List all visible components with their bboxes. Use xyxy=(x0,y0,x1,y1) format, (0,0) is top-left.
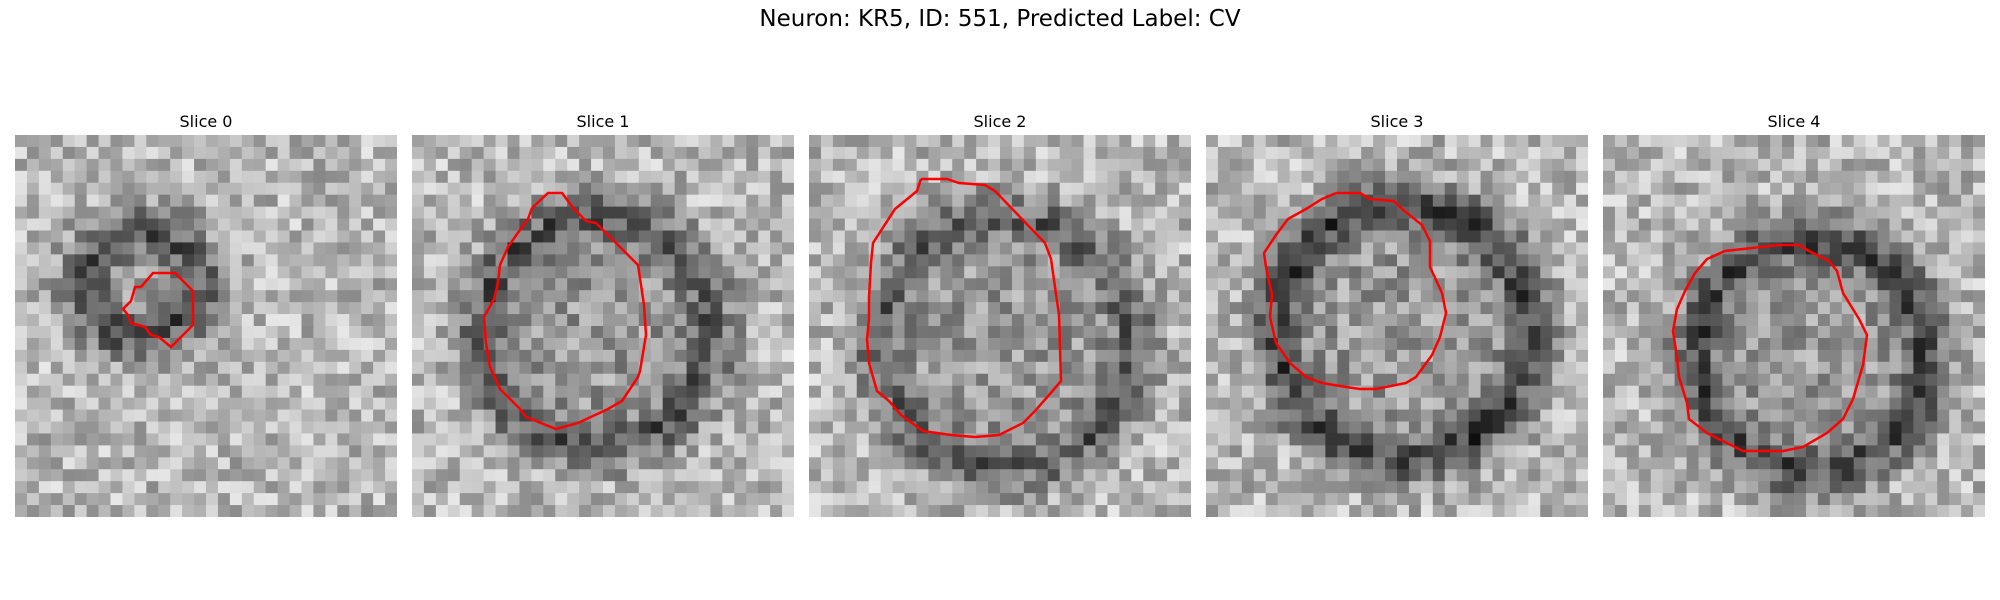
roi-outline-4 xyxy=(1671,243,1869,453)
figure-title: Neuron: KR5, ID: 551, Predicted Label: C… xyxy=(759,6,1241,32)
slice-image-3 xyxy=(1206,135,1588,517)
slice-title-4: Slice 4 xyxy=(1767,112,1821,131)
slice-panel-0: Slice 0 xyxy=(15,110,397,517)
slice-panel-2: Slice 2 xyxy=(809,110,1191,517)
roi-outline-2 xyxy=(865,177,1063,439)
grayscale-pixels-0 xyxy=(15,135,397,517)
slice-panel-4: Slice 4 xyxy=(1603,110,1985,517)
slice-panel-1: Slice 1 xyxy=(412,110,794,517)
grayscale-pixels-1 xyxy=(412,135,794,517)
roi-outline-3 xyxy=(1262,191,1448,391)
slice-title-1: Slice 1 xyxy=(576,112,630,131)
grayscale-pixels-4 xyxy=(1603,135,1985,517)
grayscale-pixels-3 xyxy=(1206,135,1588,517)
slice-panel-3: Slice 3 xyxy=(1206,110,1588,517)
slice-image-1 xyxy=(412,135,794,517)
slice-title-3: Slice 3 xyxy=(1370,112,1424,131)
slice-image-2 xyxy=(809,135,1191,517)
roi-outline-1 xyxy=(482,191,648,431)
grayscale-pixels-2 xyxy=(809,135,1191,517)
roi-outline-0 xyxy=(121,271,195,349)
slice-title-2: Slice 2 xyxy=(973,112,1027,131)
slice-image-4 xyxy=(1603,135,1985,517)
slice-image-0 xyxy=(15,135,397,517)
slice-title-0: Slice 0 xyxy=(179,112,233,131)
